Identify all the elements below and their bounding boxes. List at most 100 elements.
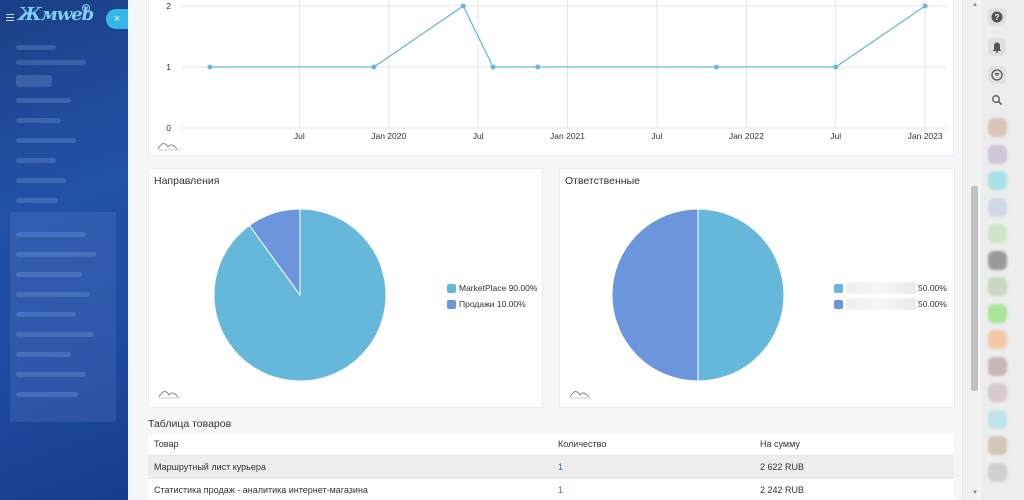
help-icon[interactable]: ?: [988, 8, 1006, 26]
responsible-title: Ответственные: [565, 175, 640, 187]
sidebar-item[interactable]: [16, 272, 82, 277]
redacted-name: [846, 298, 916, 310]
hamburger-menu-icon[interactable]: [6, 14, 14, 21]
sidebar-item[interactable]: [16, 158, 56, 163]
right-rail: ?: [980, 0, 1024, 500]
data-point: [460, 3, 466, 9]
sum-cell: 2 622 RUB: [754, 455, 954, 479]
sidebar-item[interactable]: [16, 352, 71, 357]
sidebar-item[interactable]: [16, 138, 76, 143]
sidebar-submenu: [10, 212, 116, 422]
contact-avatar[interactable]: [988, 250, 1007, 270]
products-table: Товар Количество На сумму Маршрутный лис…: [148, 434, 954, 500]
data-point: [535, 64, 541, 70]
contact-avatar[interactable]: [988, 356, 1007, 376]
x-tick-label: Jan 2022: [729, 131, 764, 141]
scroll-up-arrow-icon[interactable]: ▲: [972, 2, 978, 8]
close-sidebar-button[interactable]: ×: [106, 9, 128, 29]
series-line: [209, 5, 926, 68]
x-tick-label: Jan 2021: [550, 131, 585, 141]
legend-label: Продажи 10.00%: [459, 299, 526, 309]
search-icon[interactable]: [988, 91, 1006, 109]
products-table-title: Таблица товаров: [148, 418, 232, 430]
contact-avatar[interactable]: [988, 462, 1007, 482]
contact-avatar[interactable]: [988, 171, 1007, 190]
directions-pie-card: Направления MarketPlace 90.00% Продажи 1…: [148, 168, 543, 408]
legend-item-person-1[interactable]: 50.00%: [834, 280, 947, 296]
chart-logo-icon: [158, 391, 180, 399]
sidebar-item[interactable]: [16, 98, 71, 103]
contact-avatar[interactable]: [988, 330, 1007, 349]
bell-icon[interactable]: [988, 38, 1006, 56]
contact-avatar[interactable]: [988, 144, 1007, 164]
scrollbar-thumb[interactable]: [971, 186, 978, 391]
contact-avatar[interactable]: [988, 224, 1007, 243]
legend-label: MarketPlace 90.00%: [459, 283, 538, 293]
x-tick-label: Jul: [473, 131, 484, 141]
contact-avatar[interactable]: [988, 436, 1007, 455]
legend-swatch: [447, 283, 456, 293]
pie-slice: [611, 208, 699, 382]
legend-swatch: [834, 299, 843, 309]
chart-logo-curve: [157, 143, 178, 150]
contact-avatar[interactable]: [988, 118, 1007, 137]
chart-logo-icon: [569, 391, 591, 399]
scroll-down-arrow-icon[interactable]: ▼: [972, 490, 978, 496]
sum-cell: 2 242 RUB: [754, 478, 954, 500]
sidebar-item[interactable]: [16, 372, 86, 377]
quantity-cell: 1: [552, 478, 754, 500]
chart-logo-icon: [157, 143, 181, 151]
data-point: [207, 64, 213, 70]
sidebar-item[interactable]: [16, 45, 56, 50]
legend-swatch: [447, 299, 456, 309]
sidebar-item[interactable]: [16, 198, 58, 203]
main-content: Jul Jan 2020 Jul Jan 2021 Jul Jan 2022 Jul Jan …: [128, 0, 962, 500]
x-tick-label: Jan 2020: [371, 131, 406, 141]
sidebar-item[interactable]: [16, 332, 94, 337]
legend-swatch: [834, 283, 843, 293]
data-point: [922, 3, 928, 9]
contact-avatar[interactable]: [988, 409, 1007, 429]
sidebar-item[interactable]: [16, 392, 78, 397]
contact-avatar[interactable]: [988, 277, 1007, 296]
contact-avatar[interactable]: [988, 303, 1007, 323]
redacted-name: [846, 282, 916, 294]
responsible-legend: 50.00% 50.00%: [834, 280, 947, 312]
data-point: [490, 64, 496, 70]
sidebar-item[interactable]: [16, 232, 86, 237]
legend-label: 50.00%: [918, 283, 947, 293]
directions-title: Направления: [154, 175, 220, 187]
table-header-row: Товар Количество На сумму: [148, 434, 954, 456]
product-name-cell: Статистика продаж - аналитика интернет-м…: [148, 478, 552, 500]
legend-item-sales[interactable]: Продажи 10.00%: [447, 296, 537, 312]
legend-item-marketplace[interactable]: MarketPlace 90.00%: [447, 280, 537, 296]
line-chart-card: Jul Jan 2020 Jul Jan 2021 Jul Jan 2022 Jul Jan …: [148, 0, 954, 156]
x-tick-label: Jul: [651, 131, 662, 141]
table-row[interactable]: Статистика продаж - аналитика интернет-м…: [148, 478, 954, 500]
column-header-product[interactable]: Товар: [148, 434, 552, 456]
app-logo[interactable]: Жмweb: [18, 4, 94, 25]
legend-item-person-2[interactable]: 50.00%: [834, 296, 947, 312]
pie-slice: [697, 208, 785, 382]
sidebar-item[interactable]: [16, 292, 90, 297]
column-header-sum[interactable]: На сумму: [754, 434, 954, 456]
responsible-pie-card: Ответственные 50.00% 50.00%: [559, 168, 955, 408]
x-tick-label: Jul: [830, 131, 841, 141]
line-chart: Jul Jan 2020 Jul Jan 2021 Jul Jan 2022 Jul Jan …: [157, 0, 947, 151]
contact-avatar[interactable]: [988, 197, 1007, 217]
svg-text:?: ?: [995, 13, 1000, 22]
chat-icon[interactable]: [988, 66, 1006, 84]
sidebar: Жмweb: [0, 0, 128, 500]
sidebar-item[interactable]: [16, 312, 76, 317]
column-header-quantity[interactable]: Количество: [552, 434, 754, 456]
table-row[interactable]: Маршрутный лист курьера 1 2 622 RUB: [148, 455, 954, 479]
y-tick-label: 0: [166, 123, 171, 133]
y-tick-label: 1: [166, 62, 171, 72]
contact-avatar[interactable]: [988, 383, 1007, 402]
sidebar-item[interactable]: [16, 75, 52, 87]
sidebar-item[interactable]: [16, 60, 86, 65]
x-tick-label: Jan 2023: [908, 131, 943, 141]
sidebar-item[interactable]: [16, 118, 61, 123]
sidebar-item[interactable]: [16, 252, 96, 257]
sidebar-item[interactable]: [16, 178, 66, 183]
